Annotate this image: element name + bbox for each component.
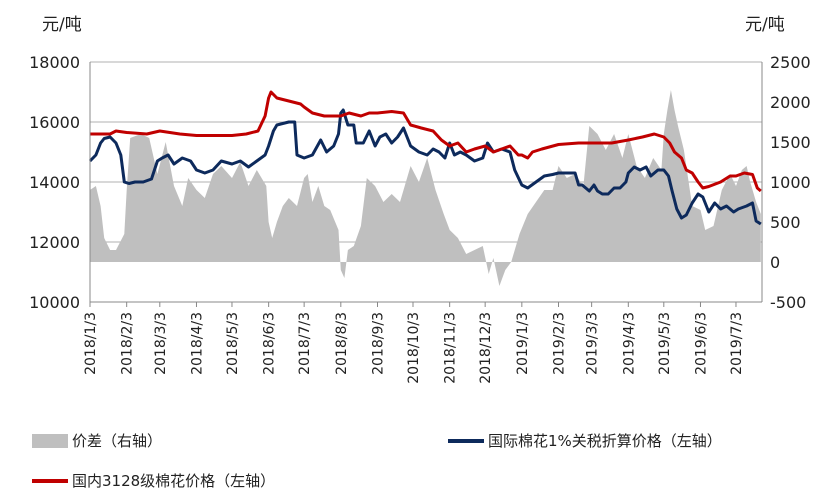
domestic-cotton-price-line — [90, 90, 762, 193]
y-right-tick-label: -500 — [770, 293, 806, 312]
x-tick-label: 2019/7/3 — [729, 312, 745, 375]
intl-cotton-price-line — [88, 108, 762, 226]
legend-domestic-cotton: 国内3128级棉花价格（左轴） — [32, 470, 275, 491]
legend-spread: 价差（右轴） — [32, 430, 162, 451]
x-tick-label: 2019/6/3 — [694, 312, 710, 375]
x-tick-label: 2018/8/3 — [334, 312, 350, 375]
y-left-tick-label: 18000 — [29, 53, 80, 72]
legend-label-domestic-cotton: 国内3128级棉花价格（左轴） — [72, 472, 276, 490]
legend-label-spread: 价差（右轴） — [72, 432, 163, 450]
legend-intl-cotton: 国际棉花1%关税折算价格（左轴） — [448, 430, 722, 451]
x-tick-label: 2018/6/3 — [262, 312, 278, 375]
y-right-ticks: 2500 2000 1500 1000 500 0 -500 — [770, 53, 811, 312]
y-left-unit-label: 元/吨 — [42, 15, 82, 35]
axes — [89, 62, 763, 303]
y-left-ticks: 18000 16000 14000 12000 10000 — [29, 53, 80, 312]
y-left-tick-label: 16000 — [29, 113, 80, 132]
legend-label-intl-cotton: 国际棉花1%关税折算价格（左轴） — [488, 432, 722, 450]
y-left-tick-label: 14000 — [29, 173, 80, 192]
legend-swatch-intl-cotton — [448, 438, 484, 443]
y-right-tick-label: 1000 — [770, 173, 811, 192]
y-right-tick-label: 500 — [770, 213, 801, 232]
x-tick-label: 2018/5/3 — [225, 312, 241, 375]
x-tick-label: 2018/4/3 — [190, 312, 206, 375]
x-tick-label: 2018/3/3 — [153, 312, 169, 375]
x-ticks: 2018/1/3 2018/2/3 2018/3/3 2018/4/3 2018/5/3… — [83, 302, 745, 384]
y-left-tick-label: 12000 — [29, 233, 80, 252]
x-tick-label: 2018/9/3 — [371, 312, 387, 375]
x-tick-label: 2018/11/3 — [443, 312, 459, 384]
y-left-tick-label: 10000 — [29, 293, 80, 312]
x-tick-label: 2018/10/3 — [406, 312, 422, 384]
x-tick-label: 2019/2/3 — [552, 312, 568, 375]
x-tick-label: 2019/3/3 — [585, 312, 601, 375]
spread-area — [90, 90, 761, 286]
legend-swatch-domestic-cotton — [32, 478, 68, 483]
y-right-unit-label: 元/吨 — [745, 15, 785, 35]
x-tick-label: 2018/2/3 — [120, 312, 136, 375]
x-tick-label: 2019/1/3 — [515, 312, 531, 375]
y-right-tick-label: 2500 — [770, 53, 811, 72]
x-tick-label: 2018/12/3 — [478, 312, 494, 384]
legend-swatch-spread — [32, 433, 68, 448]
y-right-tick-label: 0 — [770, 253, 780, 272]
y-right-tick-label: 2000 — [770, 93, 811, 112]
x-tick-label: 2019/4/3 — [621, 312, 637, 375]
y-right-tick-label: 1500 — [770, 133, 811, 152]
x-tick-label: 2018/7/3 — [297, 312, 313, 375]
spread-area-layer — [90, 90, 761, 286]
x-tick-label: 2018/1/3 — [83, 312, 99, 375]
price-lines-layer — [88, 90, 762, 226]
x-tick-label: 2019/5/3 — [657, 312, 673, 375]
